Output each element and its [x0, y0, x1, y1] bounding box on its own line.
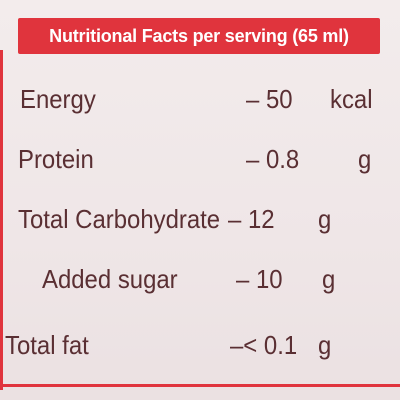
nutrient-unit: g: [358, 144, 372, 174]
nutrient-name: Protein: [18, 144, 94, 174]
header-title: Nutritional Facts per serving (65 ml): [49, 26, 349, 46]
nutrient-unit: kcal: [330, 84, 373, 114]
nutrient-name: Added sugar: [42, 264, 178, 294]
nutrient-unit: g: [322, 264, 336, 294]
border-line: [0, 50, 3, 390]
nutrient-amount: – 50: [246, 84, 293, 114]
nutrient-name: Total fat: [5, 330, 89, 360]
nutrient-unit: g: [318, 330, 332, 360]
nutrient-amount: – 12: [228, 204, 275, 234]
nutrient-amount: –< 0.1: [230, 330, 298, 360]
nutrient-amount: – 10: [236, 264, 283, 294]
header-bar: Nutritional Facts per serving (65 ml): [18, 18, 380, 54]
border-line: [0, 384, 400, 387]
nutrient-amount: – 0.8: [246, 144, 300, 174]
nutrient-unit: g: [318, 204, 332, 234]
nutrient-name: Total Carbohydrate: [18, 204, 221, 234]
nutrient-name: Energy: [20, 84, 96, 114]
